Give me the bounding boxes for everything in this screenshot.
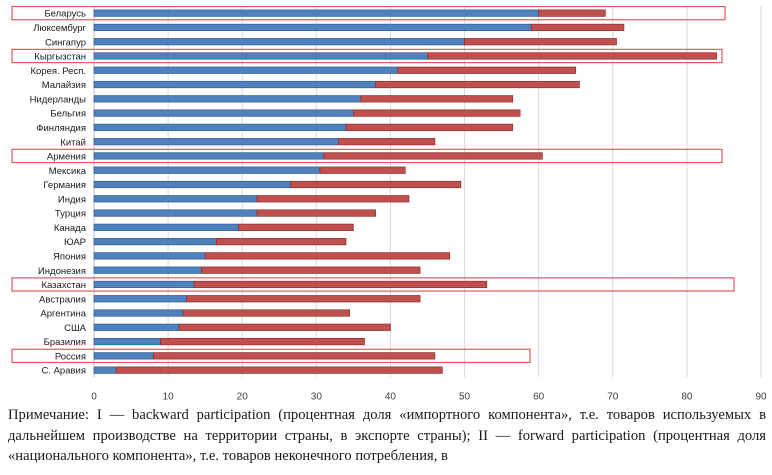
bar-segment-ii <box>397 66 577 74</box>
bar-segment-ii <box>215 238 347 246</box>
x-tick-label: 10 <box>163 391 175 402</box>
x-tick-label: 70 <box>607 391 619 402</box>
highlight-box <box>11 148 723 164</box>
bar-segment-i <box>93 309 184 317</box>
x-tick-label: 40 <box>385 391 397 402</box>
bar-segment-ii <box>530 23 625 32</box>
bar-segment-i <box>93 223 239 231</box>
category-label: Люксембург <box>33 23 86 34</box>
category-label: Сингапур <box>45 37 86 48</box>
bar-segment-ii <box>160 337 365 346</box>
bar-segment-ii <box>290 180 462 189</box>
bar-segment-i <box>93 252 206 260</box>
highlight-box <box>11 5 726 21</box>
category-label: Мексика <box>49 166 87 177</box>
bar-segment-ii <box>375 80 580 89</box>
category-label: Бразилия <box>44 337 86 348</box>
stacked-bar-chart: 0 10 20 30 40 50 60 70 80 90 Беларусь Люксембург Син… <box>11 5 767 402</box>
bar-segment-i <box>93 52 428 60</box>
bar-segment-ii <box>427 52 717 60</box>
bar-segment-ii <box>201 266 421 274</box>
category-label: С. Аравия <box>41 366 86 377</box>
bar-segment-i <box>93 195 258 203</box>
bar-segment-i <box>93 280 195 289</box>
category-label: Аргентина <box>40 309 86 320</box>
bar-segment-i <box>93 166 321 174</box>
category-label: Австралия <box>39 294 86 305</box>
bar-segment-ii <box>115 366 443 374</box>
bar-segment-ii <box>182 309 351 317</box>
x-tick-label: 20 <box>237 391 249 402</box>
category-label: Китай <box>60 137 86 148</box>
bar-segment-i <box>93 109 354 117</box>
bar-segment-i <box>93 23 532 32</box>
bar-segment-i <box>93 323 180 331</box>
category-label: Малайзия <box>42 80 86 91</box>
category-label: Индонезия <box>38 266 86 277</box>
category-label: Япония <box>53 252 86 263</box>
highlight-box <box>11 348 531 364</box>
bar-segment-i <box>93 366 117 374</box>
bar-segment-i <box>93 80 376 89</box>
category-label: Индия <box>58 194 86 205</box>
category-label: Казахстан <box>41 280 86 291</box>
bar-segment-ii <box>323 152 543 160</box>
category-label: Армения <box>47 152 86 163</box>
category-label: Кыргызстан <box>34 52 86 63</box>
bar-segment-ii <box>338 138 436 146</box>
bar-segment-ii <box>538 9 606 17</box>
bar-segment-ii <box>353 109 521 117</box>
bar-segment-i <box>93 337 162 346</box>
bar-segment-ii <box>178 323 391 331</box>
category-label: Нидерланды <box>30 94 87 105</box>
bar-segment-i <box>93 9 540 17</box>
highlight-box <box>11 48 723 64</box>
bar-segment-ii <box>256 195 410 203</box>
x-tick-label: 90 <box>755 391 767 402</box>
bar-segment-i <box>93 138 339 146</box>
bar-segment-i <box>93 180 291 189</box>
bar-segment-ii <box>256 209 376 217</box>
x-tick-label: 60 <box>533 391 545 402</box>
category-label: Финляндия <box>36 123 86 134</box>
category-label: ЮАР <box>64 237 86 248</box>
bar-segment-i <box>93 352 154 360</box>
x-tick-label: 80 <box>681 391 693 402</box>
bar-segment-i <box>93 209 258 217</box>
bar-segment-i <box>93 238 217 246</box>
bar-segment-ii <box>186 295 421 303</box>
x-tick-label: 30 <box>311 391 323 402</box>
bar-segment-i <box>93 38 465 46</box>
category-label: США <box>64 323 87 334</box>
category-label: Германия <box>43 180 86 191</box>
chart-note: Примечание: I — backward participation (… <box>8 407 766 464</box>
bar-segment-ii <box>204 252 451 260</box>
category-label: Канада <box>54 223 87 234</box>
x-tick-label: 50 <box>459 391 471 402</box>
bar-segment-ii <box>238 223 354 231</box>
category-label: Беларусь <box>44 9 86 20</box>
bar-segment-ii <box>345 123 514 131</box>
highlight-box <box>11 277 735 292</box>
category-label: Корея. Респ. <box>30 66 86 77</box>
bar-segment-ii <box>319 166 406 174</box>
bar-segment-ii <box>464 38 617 46</box>
bar-segment-i <box>93 266 202 274</box>
category-label: Россия <box>55 351 86 362</box>
bar-segment-i <box>93 95 362 103</box>
category-label: Бельгия <box>50 109 86 120</box>
bar-segment-i <box>93 66 399 74</box>
bar-segment-ii <box>193 280 488 289</box>
x-tick-label: 0 <box>91 391 97 402</box>
bar-segment-i <box>93 295 187 303</box>
category-label: Турция <box>55 209 86 220</box>
bar-segment-i <box>93 152 325 160</box>
bar-segment-ii <box>152 352 436 360</box>
bar-segment-ii <box>360 95 514 103</box>
bar-segment-i <box>93 123 347 131</box>
